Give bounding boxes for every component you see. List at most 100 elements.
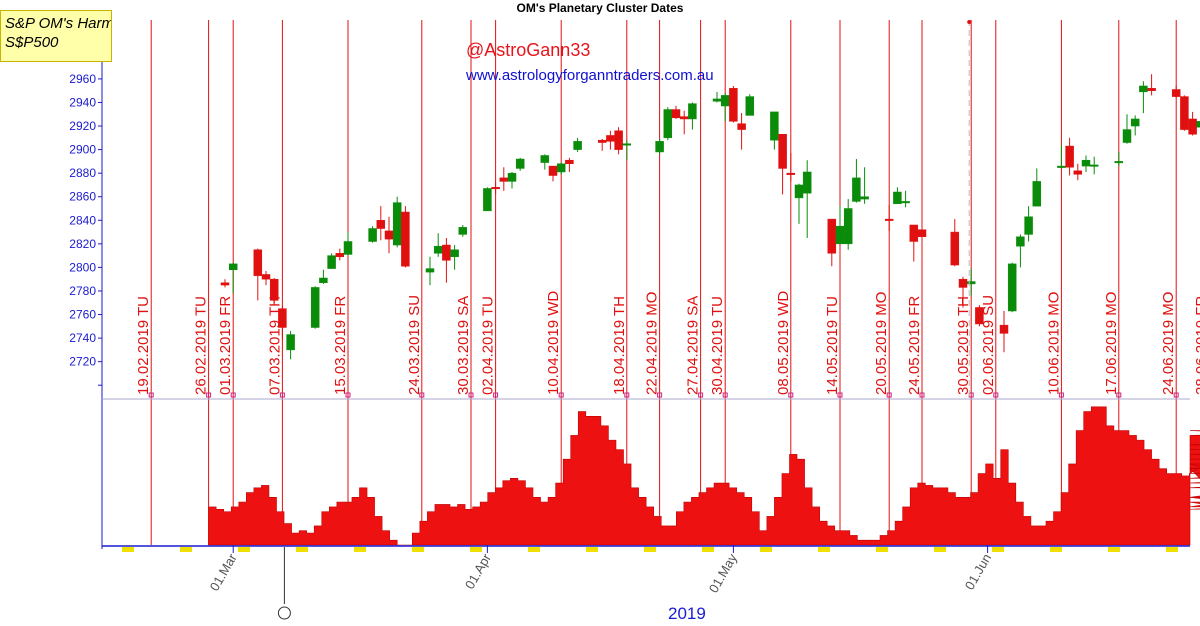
candle [573, 137, 582, 152]
candle-body [540, 155, 550, 163]
histogram-area [208, 406, 1200, 546]
session-marker [818, 547, 830, 552]
candle-body [884, 218, 894, 221]
session-marker [586, 547, 598, 552]
session-marker [1166, 547, 1178, 552]
candle [1114, 151, 1124, 167]
candle-body [1016, 236, 1025, 247]
price-axis: 2720 2740 2760 2780 2800 2820 2840 2860 2880 2900… [69, 25, 102, 386]
candle-body [893, 191, 902, 205]
cluster-date-marker [493, 392, 499, 398]
cluster-date-label: 10.04.2019 WD [545, 291, 562, 395]
candle [778, 134, 787, 195]
price-tick-label: 2920 [69, 119, 96, 133]
candle-body [950, 231, 960, 266]
candle [729, 85, 738, 123]
candle-body [843, 208, 853, 245]
candle [901, 190, 910, 208]
candle [671, 106, 681, 119]
candle [540, 154, 550, 170]
candle-body [384, 230, 394, 240]
candle-body [450, 249, 459, 258]
cluster-date-marker [558, 392, 564, 398]
candle [1196, 121, 1200, 128]
candle [679, 110, 689, 135]
cluster-date-marker [1173, 392, 1179, 398]
candle [327, 253, 336, 269]
price-tick-label: 2760 [69, 308, 96, 322]
session-marker [760, 547, 772, 552]
candle-body [392, 202, 402, 246]
candle [515, 157, 525, 171]
candle [1007, 262, 1017, 313]
session-marker [992, 547, 1004, 552]
candle [1139, 81, 1148, 114]
candle-body [491, 187, 500, 190]
candle-body [712, 98, 722, 102]
cluster-date-label: 30.04.2019 TU [709, 296, 726, 395]
candle-body [261, 274, 271, 280]
candle-body [343, 241, 353, 255]
candle [401, 206, 410, 268]
candle [548, 165, 558, 182]
candle [1122, 114, 1132, 144]
candle-body [368, 228, 377, 242]
candle-body [1032, 181, 1042, 207]
candle-body [515, 158, 525, 169]
candle-body [917, 229, 927, 238]
author-url: www.astrologyforganntraders.com.au [466, 67, 714, 84]
price-tick-label: 2880 [69, 166, 96, 180]
candle [688, 102, 697, 130]
price-tick-label: 2720 [69, 355, 96, 369]
candle-body [458, 227, 468, 235]
candle [450, 245, 459, 270]
cluster-histogram [208, 406, 1200, 546]
candle-body [1147, 88, 1156, 91]
candle-body [228, 263, 238, 271]
candle [335, 248, 345, 261]
candle-body [655, 141, 664, 153]
candle [655, 138, 664, 155]
session-marker [876, 547, 888, 552]
candle [835, 206, 845, 245]
candle-body [835, 225, 845, 245]
candle-body [1180, 96, 1189, 130]
cluster-date-marker [993, 392, 999, 398]
cluster-date-marker [1116, 392, 1122, 398]
legend-box[interactable]: S&P OM's Harm.. S$P500 [0, 10, 112, 62]
price-tick-label: 2860 [69, 190, 96, 204]
cluster-date-label: 15.03.2019 FR [332, 296, 349, 395]
candle [1032, 168, 1042, 207]
price-tick-label: 2960 [69, 72, 96, 86]
candle-body [548, 165, 558, 176]
price-tick-label: 2800 [69, 260, 96, 274]
candle-body [794, 184, 804, 199]
candle-body [573, 141, 582, 150]
candle [253, 248, 263, 301]
candle [786, 153, 796, 182]
candle [770, 111, 779, 150]
candle [1188, 111, 1197, 136]
cluster-date-label: 30.05.2019 TH [955, 296, 972, 395]
candle-body [786, 172, 796, 175]
candle-body [622, 143, 632, 146]
candle-body [770, 111, 779, 141]
candle [228, 262, 238, 294]
cluster-date-label: 24.05.2019 FR [906, 296, 923, 395]
candle [1171, 85, 1181, 98]
month-tick-label: 01.May [706, 551, 741, 596]
candle-body [802, 171, 812, 194]
candle [843, 199, 853, 250]
legend-indicator-name: S&P OM's Harm.. [5, 15, 111, 32]
candle [286, 331, 295, 360]
candle-body [1057, 165, 1066, 168]
month-tick-label: 01.Mar [207, 550, 241, 593]
candle [614, 127, 623, 155]
candle-body [720, 95, 730, 107]
candle [802, 160, 812, 238]
candle [458, 224, 468, 237]
candle [737, 113, 746, 150]
session-marker [934, 547, 946, 552]
candle-body [778, 134, 787, 169]
cluster-date-marker [722, 392, 728, 398]
